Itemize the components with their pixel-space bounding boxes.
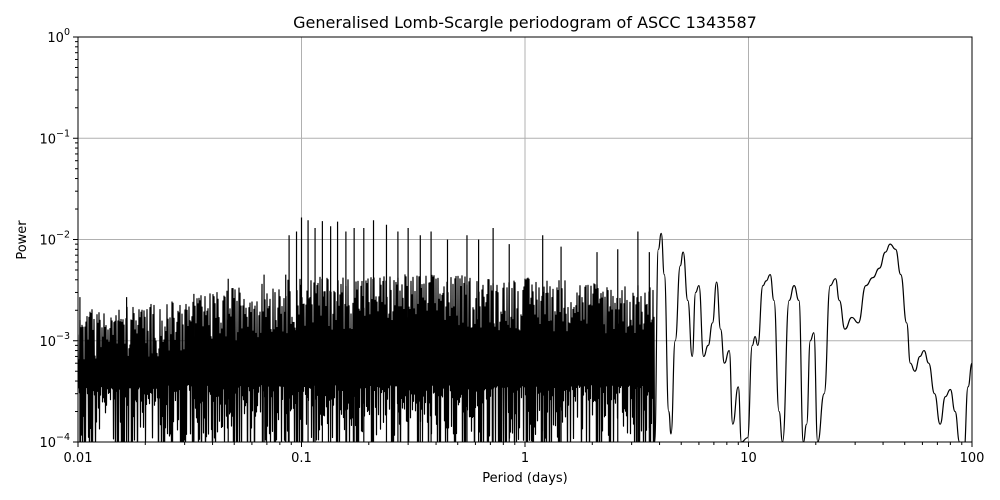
y-tick-label: 10−3 [39,331,70,350]
y-axis-label: Power [15,220,30,260]
y-tick-label: 100 [47,27,70,46]
y-tick-label: 10−4 [39,432,70,451]
chart-title: Generalised Lomb-Scargle periodogram of … [293,13,757,32]
x-tick-label: 100 [960,451,985,466]
axis-ticks: 0.01 0.1 1 10 100 10−4 10−3 10−2 10−1 100 [39,27,984,466]
long-period-curve [653,232,972,442]
x-tick-label: 0.1 [291,451,312,466]
x-tick-label: 1 [521,451,529,466]
power-series [78,217,972,442]
x-axis-label: Period (days) [482,471,568,486]
y-tick-label: 10−2 [39,230,70,249]
y-tick-label: 10−1 [39,128,70,147]
x-tick-label: 10 [740,451,757,466]
x-tick-label: 0.01 [64,451,93,466]
dense-region-trace [78,274,656,442]
